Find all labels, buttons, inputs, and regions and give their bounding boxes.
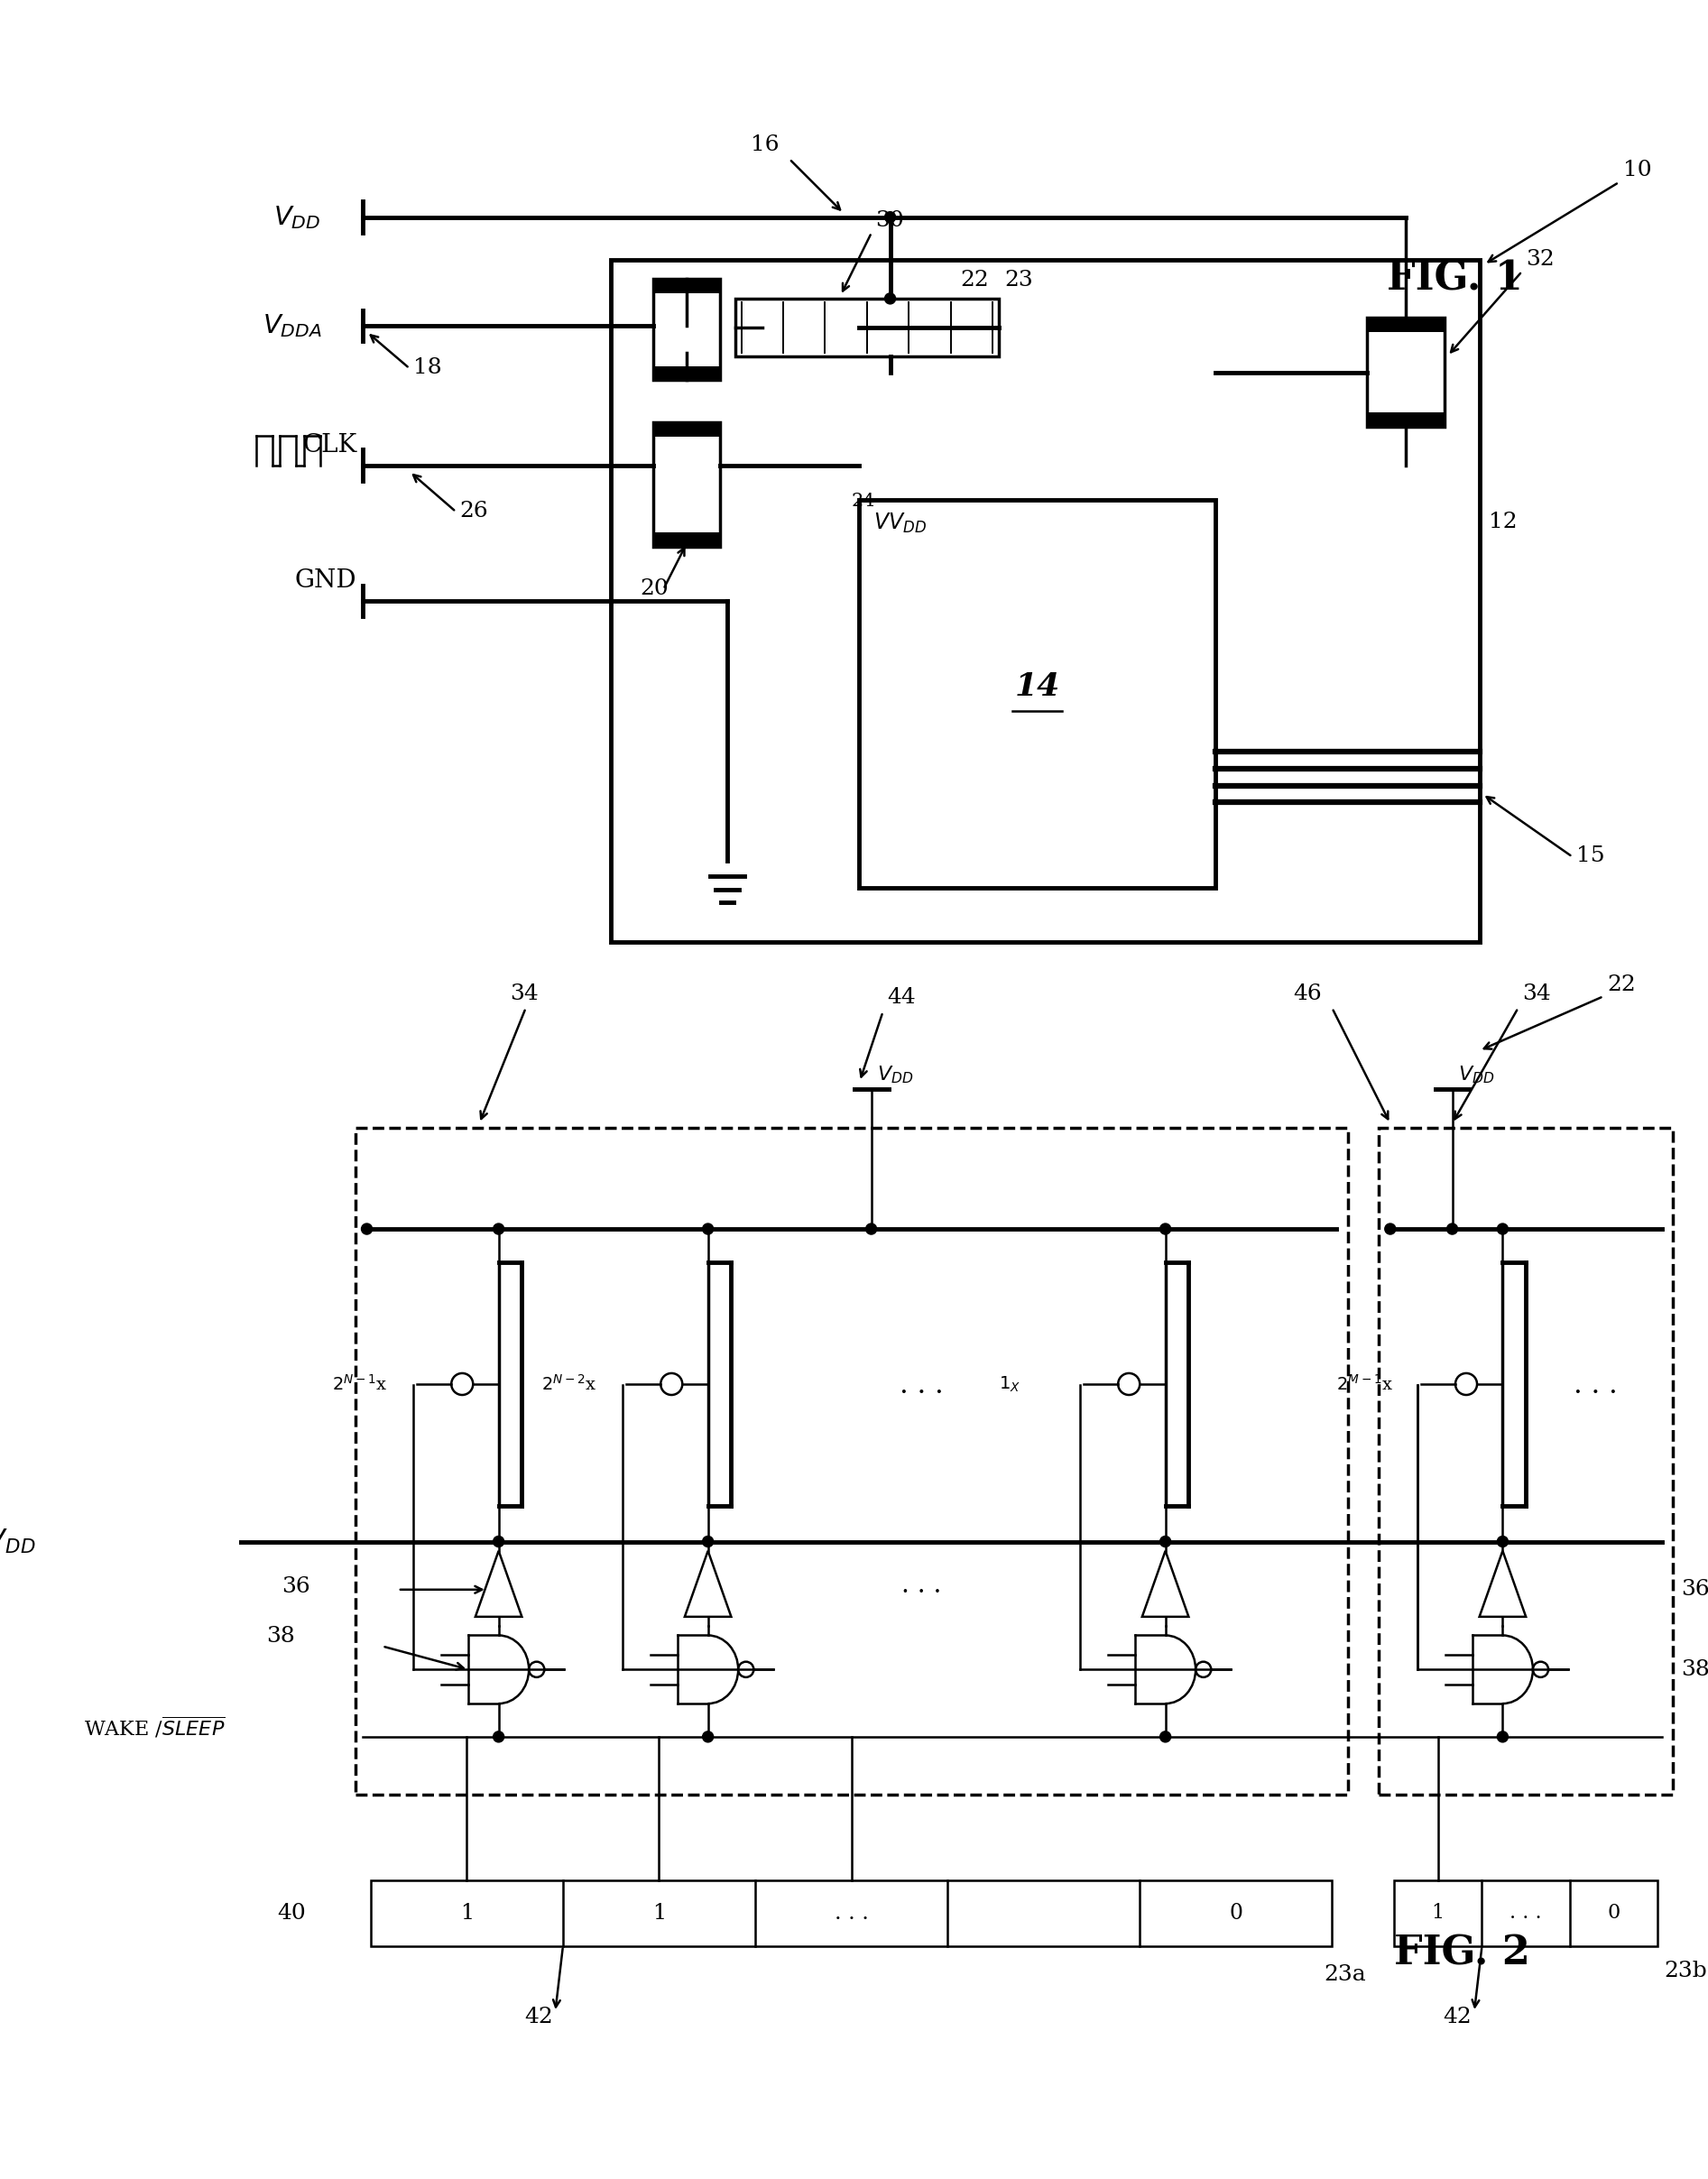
Text: CLK: CLK bbox=[302, 434, 357, 458]
Text: $2^{N-2}$x: $2^{N-2}$x bbox=[541, 1375, 596, 1395]
Text: 30: 30 bbox=[876, 211, 904, 231]
Text: . . .: . . . bbox=[1573, 1371, 1617, 1399]
Text: $VV_{DD}$: $VV_{DD}$ bbox=[873, 512, 926, 536]
Text: $V_{DD}$: $V_{DD}$ bbox=[1459, 1063, 1494, 1085]
Text: 14: 14 bbox=[1015, 671, 1061, 702]
Bar bbox=[1394, 1880, 1658, 1946]
Text: FIG. 1: FIG. 1 bbox=[1387, 259, 1522, 299]
Text: 38: 38 bbox=[266, 1626, 295, 1645]
Text: 20: 20 bbox=[640, 580, 670, 599]
Bar bbox=[654, 423, 719, 547]
Text: 38: 38 bbox=[1681, 1658, 1708, 1680]
Circle shape bbox=[1498, 1222, 1508, 1233]
Circle shape bbox=[885, 211, 895, 222]
Text: $V_{DDA}$: $V_{DDA}$ bbox=[261, 312, 321, 340]
Text: $1_X$: $1_X$ bbox=[999, 1375, 1020, 1395]
Text: 1: 1 bbox=[652, 1902, 666, 1924]
Bar bbox=[859, 501, 1216, 887]
Text: 26: 26 bbox=[459, 501, 488, 521]
Circle shape bbox=[702, 1222, 714, 1233]
Circle shape bbox=[1498, 1732, 1508, 1743]
Text: 40: 40 bbox=[278, 1902, 306, 1924]
Text: 10: 10 bbox=[1623, 159, 1652, 181]
Circle shape bbox=[1160, 1732, 1170, 1743]
Text: . . .: . . . bbox=[902, 1573, 941, 1597]
Text: 36: 36 bbox=[282, 1578, 311, 1597]
Bar bbox=[611, 259, 1479, 941]
Text: $V_{DD}$: $V_{DD}$ bbox=[878, 1063, 914, 1085]
Bar bbox=[654, 366, 719, 379]
Bar bbox=[654, 423, 719, 436]
Text: GND: GND bbox=[295, 569, 357, 593]
Text: 15: 15 bbox=[1576, 845, 1606, 865]
Circle shape bbox=[702, 1732, 714, 1743]
Bar bbox=[734, 299, 999, 357]
Text: 1: 1 bbox=[1431, 1902, 1445, 1924]
Text: 24: 24 bbox=[851, 492, 874, 510]
Circle shape bbox=[1160, 1222, 1170, 1233]
Circle shape bbox=[885, 294, 895, 305]
Text: 0: 0 bbox=[1607, 1902, 1621, 1924]
Bar bbox=[355, 1129, 1348, 1795]
Text: 12: 12 bbox=[1489, 512, 1517, 532]
Text: $V_{DD}$: $V_{DD}$ bbox=[273, 203, 321, 231]
Circle shape bbox=[1385, 1222, 1395, 1233]
Text: . . .: . . . bbox=[1510, 1902, 1542, 1924]
Circle shape bbox=[702, 1536, 714, 1547]
Text: $2^{N-1}$x: $2^{N-1}$x bbox=[331, 1375, 388, 1395]
Text: 0: 0 bbox=[1230, 1902, 1243, 1924]
Text: 22: 22 bbox=[960, 270, 989, 290]
Text: 22: 22 bbox=[1607, 974, 1636, 996]
Text: 1: 1 bbox=[459, 1902, 473, 1924]
Text: 44: 44 bbox=[886, 987, 915, 1009]
Text: 23b: 23b bbox=[1664, 1961, 1706, 1981]
Text: 16: 16 bbox=[750, 135, 779, 155]
Text: 23: 23 bbox=[1004, 270, 1033, 290]
Text: WAKE /$\overline{SLEEP}$: WAKE /$\overline{SLEEP}$ bbox=[84, 1715, 225, 1739]
Text: 34: 34 bbox=[511, 983, 540, 1005]
Text: 34: 34 bbox=[1522, 983, 1551, 1005]
Bar bbox=[1366, 412, 1445, 427]
Text: 18: 18 bbox=[413, 357, 442, 379]
Circle shape bbox=[866, 1222, 876, 1233]
Bar bbox=[654, 279, 719, 294]
Text: FIG. 2: FIG. 2 bbox=[1394, 1935, 1530, 1974]
Bar bbox=[1366, 318, 1445, 427]
Circle shape bbox=[1160, 1536, 1170, 1547]
Text: . . .: . . . bbox=[834, 1902, 868, 1924]
Text: 46: 46 bbox=[1293, 983, 1322, 1005]
Bar bbox=[1378, 1129, 1674, 1795]
Circle shape bbox=[494, 1732, 504, 1743]
Text: 32: 32 bbox=[1525, 248, 1554, 270]
Text: 42: 42 bbox=[524, 2007, 553, 2026]
Bar bbox=[654, 279, 719, 379]
Bar bbox=[1366, 318, 1445, 331]
Circle shape bbox=[494, 1536, 504, 1547]
Bar bbox=[371, 1880, 1332, 1946]
Circle shape bbox=[362, 1222, 372, 1233]
Circle shape bbox=[1447, 1222, 1457, 1233]
Circle shape bbox=[1498, 1536, 1508, 1547]
Text: $VV_{DD}$: $VV_{DD}$ bbox=[0, 1527, 36, 1556]
Text: 36: 36 bbox=[1681, 1580, 1708, 1599]
Text: . . .: . . . bbox=[898, 1371, 943, 1399]
Text: 42: 42 bbox=[1443, 2007, 1472, 2026]
Text: 23a: 23a bbox=[1324, 1963, 1366, 1985]
Circle shape bbox=[494, 1222, 504, 1233]
Text: $2^{M-1}$x: $2^{M-1}$x bbox=[1336, 1375, 1394, 1395]
Bar bbox=[654, 532, 719, 547]
